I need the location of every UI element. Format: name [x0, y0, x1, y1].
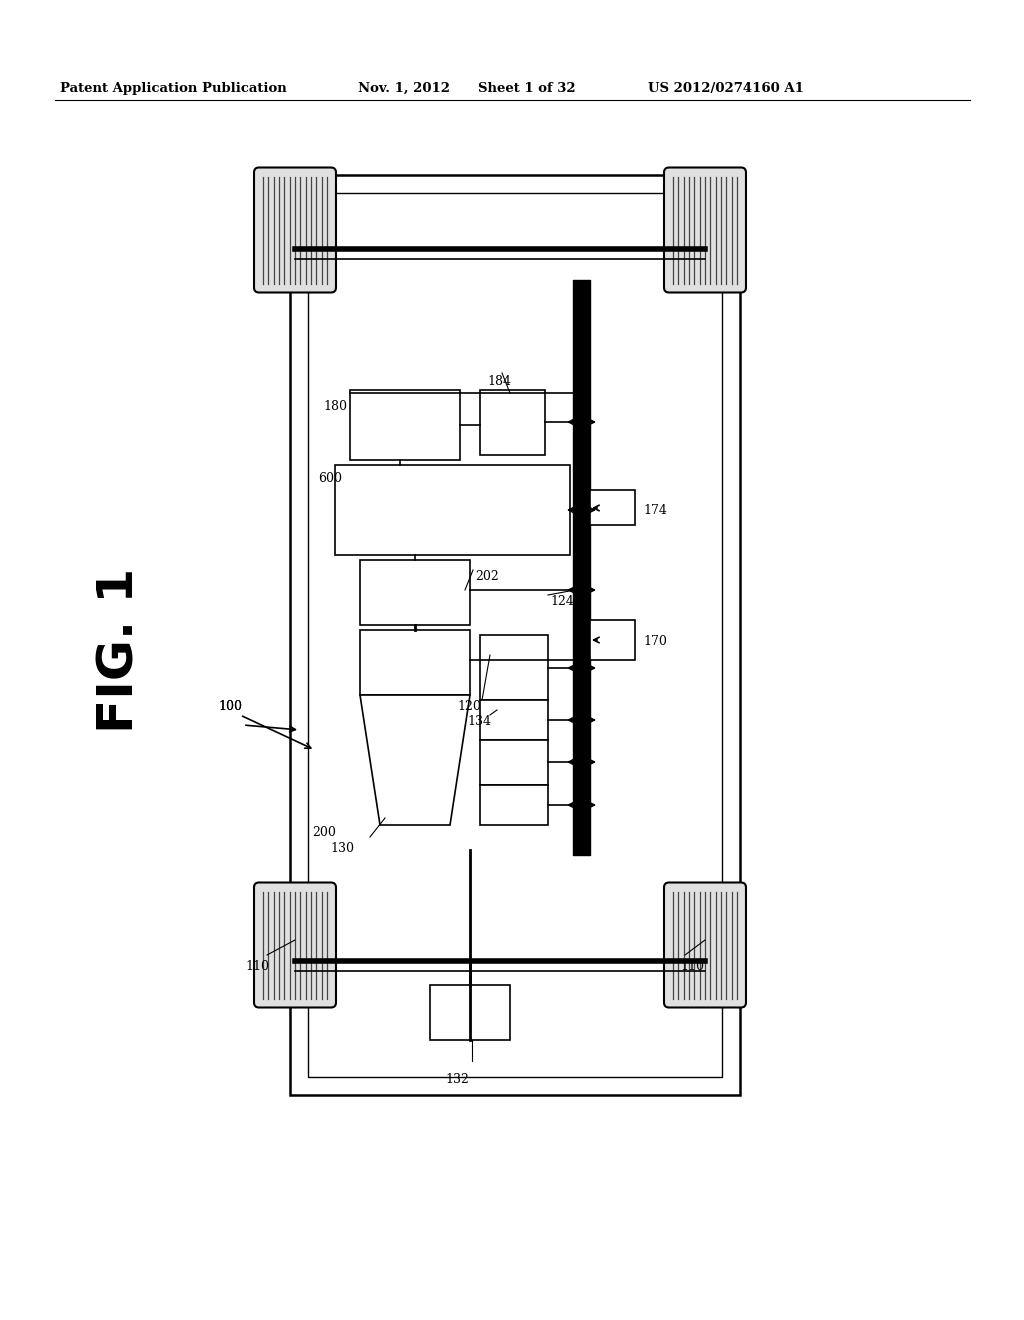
Text: Nov. 1, 2012: Nov. 1, 2012	[358, 82, 450, 95]
Bar	[480, 700, 548, 741]
Text: 130: 130	[330, 842, 354, 855]
Text: 110: 110	[680, 960, 705, 973]
Text: FIG. 1: FIG. 1	[96, 568, 144, 733]
Bar	[480, 635, 548, 700]
Bar	[308, 193, 722, 1077]
Text: 124: 124	[550, 595, 573, 609]
Text: 120: 120	[457, 700, 481, 713]
Bar	[590, 620, 635, 660]
Text: 170: 170	[643, 635, 667, 648]
Text: 100: 100	[218, 700, 242, 713]
Bar	[430, 985, 510, 1040]
Text: 200: 200	[312, 826, 336, 840]
Bar	[335, 465, 570, 554]
Bar	[480, 785, 548, 825]
Bar	[480, 741, 548, 785]
FancyBboxPatch shape	[254, 168, 336, 293]
Text: Sheet 1 of 32: Sheet 1 of 32	[478, 82, 575, 95]
Text: US 2012/0274160 A1: US 2012/0274160 A1	[648, 82, 804, 95]
FancyBboxPatch shape	[254, 883, 336, 1007]
Bar	[360, 560, 470, 624]
Bar	[480, 389, 545, 455]
Text: 100: 100	[218, 700, 242, 713]
Bar	[350, 389, 460, 459]
Text: Patent Application Publication: Patent Application Publication	[60, 82, 287, 95]
Text: 132: 132	[445, 1073, 469, 1086]
FancyBboxPatch shape	[664, 883, 746, 1007]
Polygon shape	[360, 696, 470, 825]
Text: 600: 600	[318, 473, 342, 484]
Text: 184: 184	[487, 375, 511, 388]
Bar	[590, 490, 635, 525]
FancyBboxPatch shape	[664, 168, 746, 293]
Text: 202: 202	[475, 570, 499, 583]
Bar	[290, 176, 740, 1096]
Text: 180: 180	[323, 400, 347, 413]
Text: 174: 174	[643, 504, 667, 517]
Text: 110: 110	[245, 960, 269, 973]
Text: 134: 134	[467, 715, 490, 729]
Bar	[360, 630, 470, 696]
